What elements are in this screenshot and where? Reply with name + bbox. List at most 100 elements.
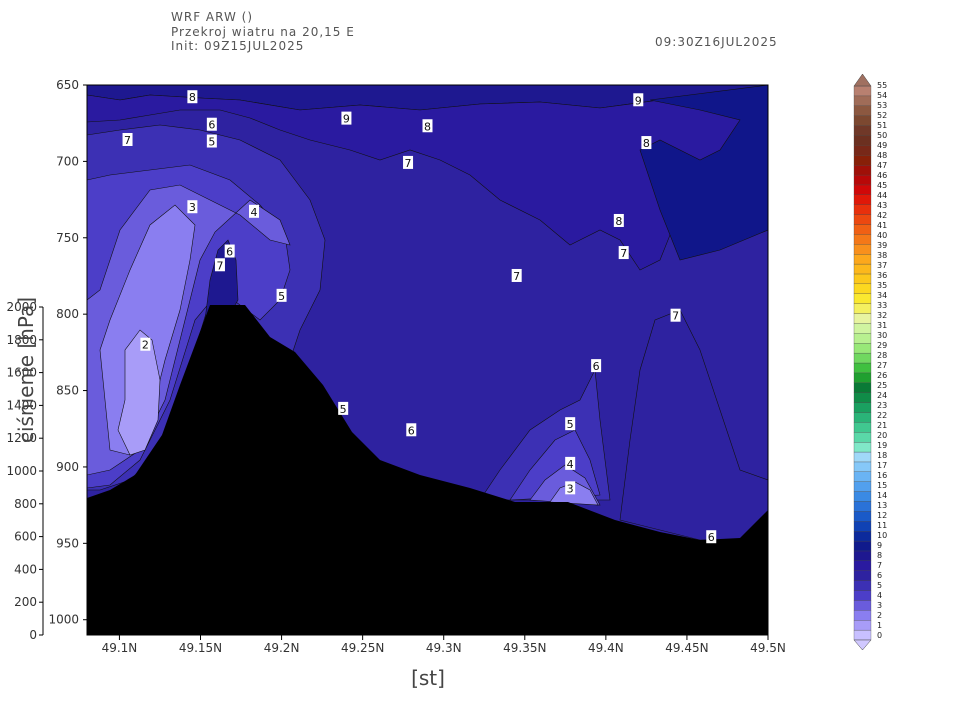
colorbar-swatch [853, 402, 872, 413]
contour-label: 8 [424, 120, 431, 133]
contour-label-box [511, 268, 522, 282]
colorbar-swatch [853, 432, 872, 443]
colorbar-label: 52 [877, 111, 887, 120]
colorbar-label: 32 [877, 311, 887, 320]
y-tick-label: 650 [56, 78, 79, 92]
contour-label-box [206, 134, 217, 148]
height-tick-label: 600 [14, 530, 37, 544]
colorbar-label: 35 [877, 281, 887, 290]
colorbar-swatch [853, 392, 872, 403]
y-axis-height: 0 200 400 600 800 1000 1200 1400 1600 1800 2000 [6, 300, 44, 642]
colorbar-swatch [853, 214, 872, 225]
colorbar-swatch [853, 521, 872, 532]
colorbar-label: 10 [877, 531, 887, 540]
contour-label: 8 [189, 91, 196, 104]
colorbar-swatch [853, 372, 872, 383]
contour-label-box [140, 337, 151, 351]
contour-label: 7 [405, 157, 412, 170]
contour-label: 8 [615, 215, 622, 228]
colorbar-label: 20 [877, 431, 887, 440]
colorbar-label: 26 [877, 371, 887, 380]
colorbar-swatch [853, 451, 872, 463]
contour-label-box [591, 359, 602, 373]
colorbar-label: 22 [877, 411, 887, 420]
y-axis-title: ciśnienie [hPa] [14, 297, 38, 443]
colorbar-swatch [853, 194, 872, 205]
contour-label-box [338, 401, 349, 415]
colorbar-swatch [853, 352, 872, 364]
colorbar-swatch [853, 263, 872, 275]
colorbar-label: 19 [877, 441, 887, 450]
x-tick-label: 49.4N [588, 641, 624, 655]
colorbar-label: 11 [877, 521, 887, 530]
contour-label-box [187, 200, 198, 214]
contour-label-box [633, 93, 644, 107]
colorbar-label: 5 [877, 581, 882, 590]
contour-label-box [341, 111, 352, 125]
colorbar-label: 28 [877, 351, 887, 360]
colorbar-swatch [853, 164, 872, 176]
contour-label-box [406, 423, 417, 437]
colorbar-label: 50 [877, 131, 887, 140]
y-tick-label: 800 [56, 307, 79, 321]
colorbar-swatch [853, 135, 872, 146]
colorbar-swatch [853, 254, 872, 265]
colorbar-label: 14 [877, 491, 887, 500]
colorbar-swatch [853, 511, 872, 522]
contour-label: 3 [567, 482, 574, 495]
height-tick-label: 800 [14, 497, 37, 511]
contour-label: 7 [672, 310, 679, 323]
colorbar-label: 16 [877, 471, 887, 480]
contour-label-box [403, 155, 414, 169]
colorbar-swatch [853, 95, 872, 106]
y-axis-pressure: 650 700 750 800 850 900 950 1000 [48, 78, 87, 627]
colorbar-label: 30 [877, 331, 887, 340]
colorbar-label: 46 [877, 171, 887, 180]
contour-label-box [641, 136, 652, 150]
colorbar-label: 36 [877, 271, 887, 280]
colorbar-label: 34 [877, 291, 887, 300]
colorbar-swatch [853, 481, 872, 492]
colorbar-swatch [853, 293, 872, 304]
colorbar-label: 24 [877, 391, 887, 400]
valid-time: 09:30Z16JUL2025 [655, 35, 778, 49]
colorbar-swatch [853, 422, 872, 433]
colorbar-label: 47 [877, 161, 887, 170]
plot-frame [86, 84, 769, 636]
contour-label-box [565, 417, 576, 431]
colorbar-swatch [853, 560, 872, 571]
colorbar-label: 12 [877, 511, 887, 520]
colorbar-swatch [853, 550, 872, 562]
colorbar-label: 42 [877, 211, 887, 220]
colorbar-label: 43 [877, 201, 887, 210]
colorbar-label: 33 [877, 301, 887, 310]
colorbar-swatch [853, 234, 872, 245]
model-title: WRF ARW () [171, 10, 254, 24]
x-tick-label: 49.25N [341, 641, 384, 655]
height-tick-label: 1400 [6, 398, 37, 412]
contour-fill-9-right [639, 85, 768, 261]
colorbar-swatch [853, 224, 872, 235]
contour-label: 6 [408, 424, 415, 437]
contour-label: 7 [620, 247, 627, 260]
x-axis: 49.1N 49.15N 49.2N 49.25N 49.3N 49.35N 49.4N 49… [102, 635, 786, 655]
contour-label: 5 [208, 136, 215, 149]
colorbar-label: 41 [877, 221, 887, 230]
contour-label-box [187, 90, 198, 104]
contour-label-box [224, 244, 235, 258]
height-tick-label: 1800 [6, 333, 37, 347]
contour-label: 7 [216, 259, 223, 272]
contour-label: 2 [142, 339, 149, 352]
colorbar-swatch [853, 610, 872, 621]
contour-label: 5 [567, 418, 574, 431]
colorbar: 0123456789101112131415161718192021222324… [853, 73, 887, 651]
colorbar-swatch [853, 629, 872, 641]
colorbar-label: 3 [877, 601, 882, 610]
y-tick-label: 750 [56, 231, 79, 245]
contour-label: 4 [251, 206, 258, 219]
colorbar-swatch [853, 412, 872, 423]
height-tick-label: 1200 [6, 431, 37, 445]
colorbar-swatch [853, 362, 872, 374]
contour-label-box [613, 213, 624, 227]
colorbar-label: 7 [877, 561, 882, 570]
